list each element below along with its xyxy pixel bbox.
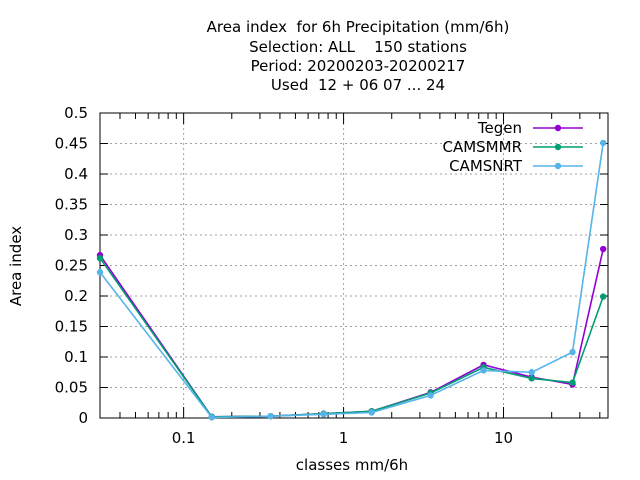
- x-axis-label: classes mm/6h: [296, 456, 408, 474]
- legend-label-camsmmr: CAMSMMR: [442, 138, 522, 156]
- data-point-camsnrt: [368, 409, 375, 416]
- data-point-camsnrt: [208, 414, 215, 421]
- x-tick-label: 10: [494, 429, 513, 447]
- legend-marker-tegen: [554, 124, 562, 132]
- x-tick-label: 1: [339, 429, 349, 447]
- chart-title-line-2: Selection: ALL 150 stations: [249, 38, 467, 56]
- x-tick-label: 0.1: [172, 429, 196, 447]
- plot-frame: [99, 112, 609, 419]
- y-tick-label: 0.5: [64, 104, 88, 122]
- chart-title-line-1: Area index for 6h Precipitation (mm/6h): [206, 18, 510, 36]
- chart-title-line-3: Period: 20200203-20200217: [250, 57, 466, 75]
- y-tick-label: 0.1: [64, 348, 88, 366]
- series-layer: [96, 139, 607, 421]
- y-tick-label: 0.4: [64, 165, 88, 183]
- data-point-camsnrt: [427, 392, 434, 399]
- y-tick-label: 0.3: [64, 226, 88, 244]
- data-point-camsnrt: [480, 367, 487, 374]
- y-tick-label: 0.35: [55, 196, 88, 214]
- data-point-tegen: [600, 245, 607, 253]
- series-line-tegen: [99, 248, 604, 418]
- series-line-camsnrt: [99, 142, 604, 419]
- y-tick-label: 0.15: [55, 318, 88, 336]
- data-point-camsmmr: [528, 375, 535, 382]
- data-point-camsnrt: [320, 411, 327, 418]
- y-tick-label: 0.45: [55, 135, 88, 153]
- y-tick-label: 0: [78, 409, 88, 427]
- y-axis-label: Area index: [7, 226, 25, 306]
- data-point-camsnrt: [267, 412, 274, 420]
- data-point-camsmmr: [569, 379, 576, 386]
- series-line-camsmmr: [99, 257, 604, 418]
- y-tick-label: 0.05: [55, 379, 88, 397]
- chart-title-line-4: Used 12 + 06 07 ... 24: [270, 76, 446, 94]
- axis-ticks: 0 0.05 0.1 0.15 0.2 0.25 0.3 0.35 0.4 0.45 0.5 0.1 1…: [55, 104, 608, 447]
- data-point-camsmmr: [96, 254, 104, 262]
- data-point-camsnrt: [528, 369, 535, 376]
- legend-marker-camsnrt: [554, 162, 562, 170]
- y-tick-label: 0.25: [55, 257, 88, 275]
- grid: [100, 113, 608, 418]
- data-point-camsnrt: [96, 269, 104, 276]
- data-point-camsmmr: [600, 293, 607, 300]
- data-point-camsnrt: [600, 139, 607, 147]
- legend-marker-camsmmr: [554, 143, 562, 151]
- legend-label-tegen: Tegen: [477, 119, 522, 137]
- data-point-camsnrt: [569, 348, 576, 356]
- y-tick-label: 0.2: [64, 287, 88, 305]
- legend-label-camsnrt: CAMSNRT: [449, 157, 523, 175]
